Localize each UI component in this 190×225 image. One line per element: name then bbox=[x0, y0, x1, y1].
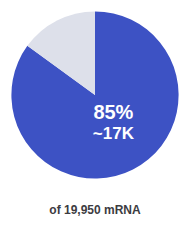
svg-text:85%: 85% bbox=[93, 101, 133, 123]
svg-text:~17K: ~17K bbox=[93, 124, 135, 143]
svg-text:of 19,950 mRNA: of 19,950 mRNA bbox=[49, 203, 141, 217]
